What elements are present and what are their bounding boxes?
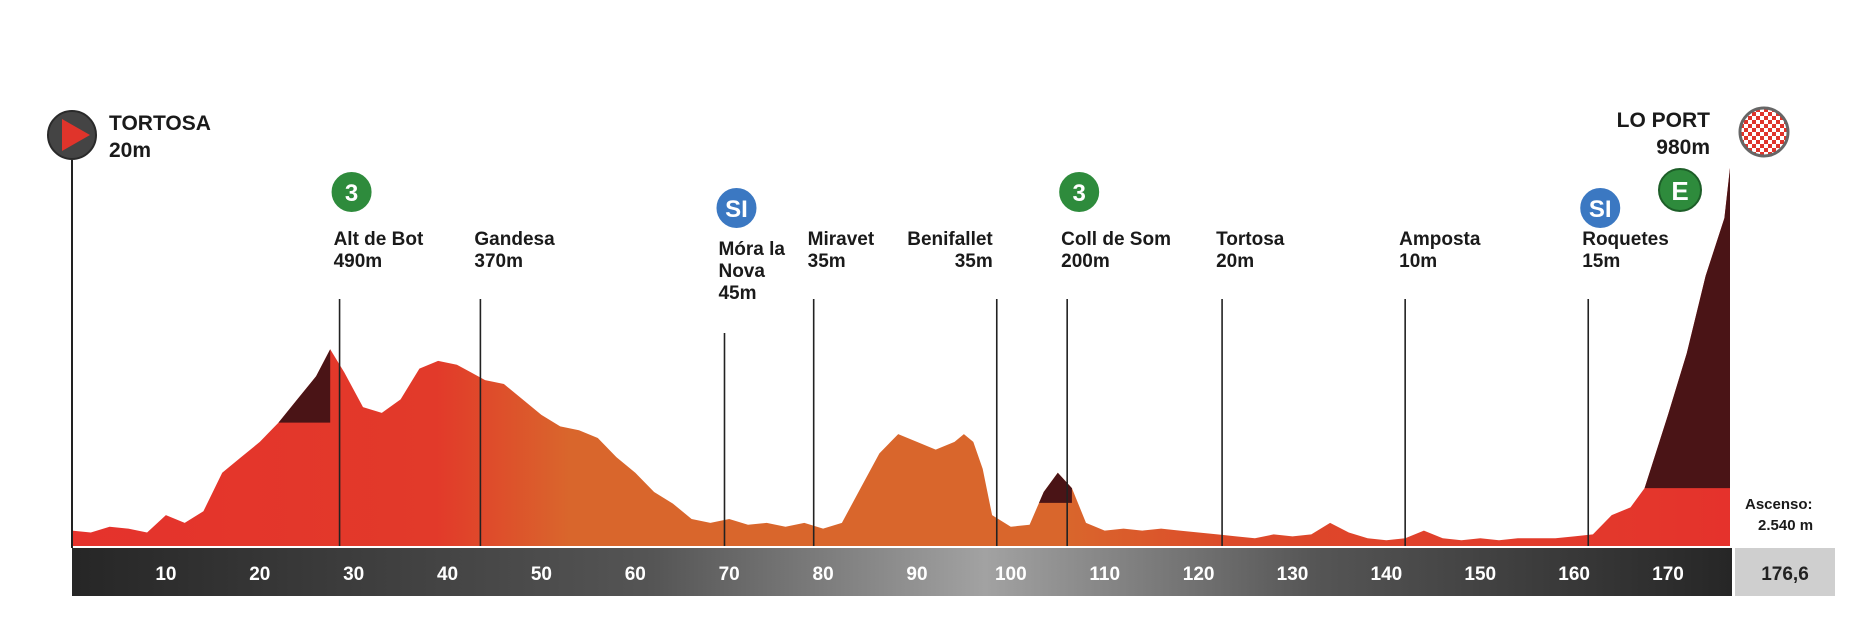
badge-label: 3 (1072, 180, 1085, 207)
climb-segment-0 (278, 349, 331, 423)
kom-badge-icon: 3 (329, 170, 374, 214)
kom-badge-icon (1658, 168, 1702, 212)
x-tick-label: 150 (1464, 564, 1496, 585)
x-tick-label: 160 (1558, 564, 1590, 585)
waypoint-alt: 370m (474, 251, 523, 272)
waypoint-alt: 35m (955, 251, 993, 272)
total-distance-box (1735, 548, 1835, 596)
waypoint-name: Miravet (808, 229, 875, 250)
x-tick-label: 110 (1089, 564, 1120, 585)
climb-segment-2 (1644, 168, 1730, 489)
start-arrow-shape (62, 119, 90, 151)
x-tick-label: 170 (1652, 564, 1684, 585)
sprint-badge-icon: SI (714, 186, 759, 230)
x-tick-label: 40 (437, 564, 458, 585)
profile-fill (72, 168, 1730, 546)
x-tick-label: 120 (1183, 564, 1215, 585)
start-alt: 20m (109, 139, 151, 162)
waypoint-name: Coll de Som (1061, 229, 1171, 250)
waypoint-alt: 200m (1061, 251, 1110, 272)
waypoint-name: Móra la (718, 239, 785, 260)
climb-segment-1 (1039, 472, 1072, 503)
start-marker: TORTOSA 20m (47, 110, 211, 548)
finish-alt: 980m (1656, 136, 1710, 159)
waypoint-name: Amposta (1399, 229, 1481, 250)
climb-highlights (278, 168, 1730, 503)
profile-area (72, 168, 1730, 546)
sprint-badge-icon: SI (1578, 186, 1623, 230)
finish-badge-label: E (1671, 176, 1688, 206)
badge-circle (714, 186, 759, 230)
finish-name: LO PORT (1617, 109, 1711, 132)
x-tick-label: 90 (906, 564, 927, 585)
kom-badge-icon: 3 (1057, 170, 1102, 214)
waypoint-alt: 10m (1399, 251, 1437, 272)
x-tick-label: 50 (531, 564, 552, 585)
badge-label: 3 (345, 180, 358, 207)
x-tick-label: 10 (155, 564, 176, 585)
badge-label: SI (725, 196, 748, 223)
finish-climb-badge: E (1658, 168, 1702, 212)
waypoint-name: Roquetes (1582, 229, 1669, 250)
waypoint-alt: 490m (334, 251, 383, 272)
x-tick-label: 30 (343, 564, 364, 585)
x-tick-label: 20 (249, 564, 270, 585)
distance-axis-bar (72, 548, 1732, 596)
ascent-value: 2.540 m (1758, 517, 1813, 534)
waypoint-name: Alt de Bot (334, 229, 424, 250)
x-tick-label: 130 (1277, 564, 1309, 585)
finish-marker: LO PORT 980m E (1617, 106, 1790, 212)
ascent-label: Ascenso: (1745, 496, 1813, 513)
waypoint-alt: 45m (718, 283, 756, 304)
waypoint-alt: 15m (1582, 251, 1620, 272)
waypoint-alt: 35m (808, 251, 846, 272)
x-tick-labels: 10 20 30 40 50 60 70 80 90 100 110 120 130 140 150 160 1… (155, 564, 1684, 585)
x-tick-label: 80 (813, 564, 834, 585)
badge-label: SI (1589, 196, 1612, 223)
badge-circle (1057, 170, 1102, 214)
badge-circle (1578, 186, 1623, 230)
waypoint-alt: 20m (1216, 251, 1254, 272)
x-tick-label: 140 (1371, 564, 1403, 585)
waypoint-name: Tortosa (1216, 229, 1285, 250)
badge-circle (329, 170, 374, 214)
waypoint-name: Gandesa (474, 229, 555, 250)
checkered-flag-icon (1738, 106, 1790, 158)
waypoint-name: Benifallet (907, 229, 993, 250)
waypoint-name: Nova (718, 261, 765, 282)
x-tick-label: 70 (719, 564, 740, 585)
start-name: TORTOSA (109, 112, 211, 135)
x-tick-label: 100 (995, 564, 1027, 585)
x-tick-label: 60 (625, 564, 646, 585)
total-distance: 176,6 (1761, 564, 1809, 585)
